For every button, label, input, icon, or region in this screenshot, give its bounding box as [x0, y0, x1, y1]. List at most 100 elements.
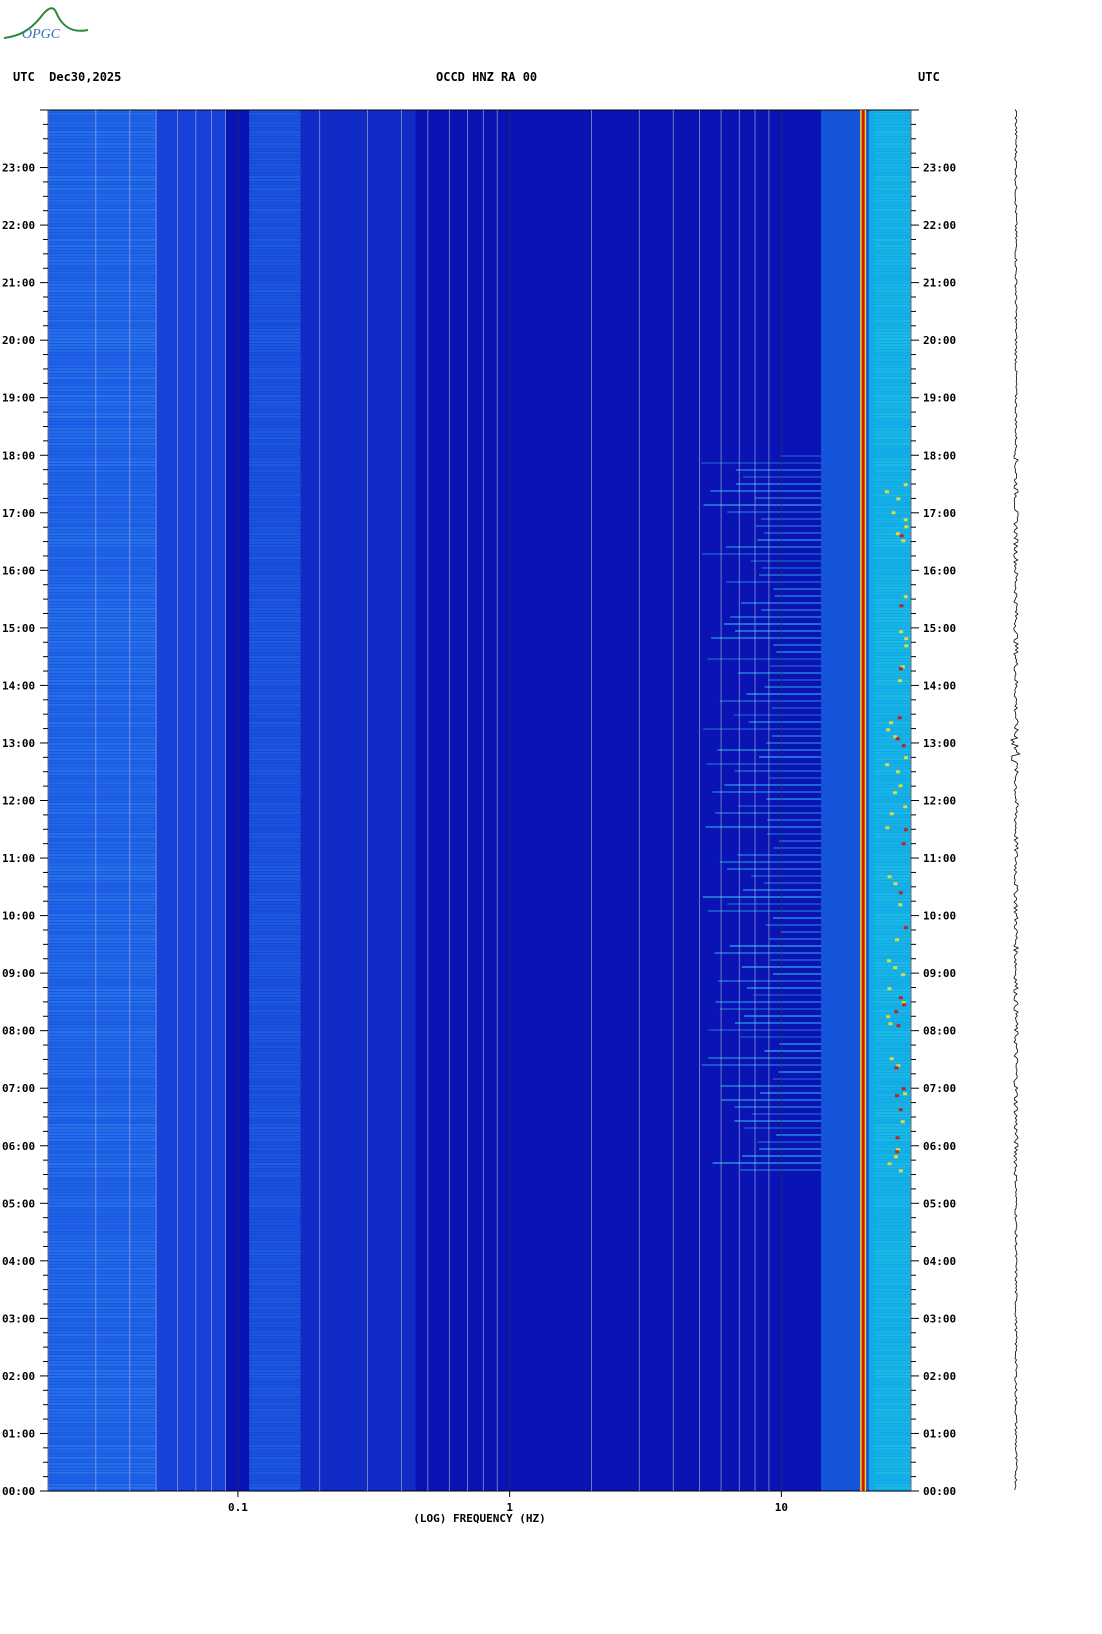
streak-high	[874, 452, 911, 454]
streak-mid	[249, 461, 301, 463]
streak-mid	[249, 941, 301, 943]
streak-low	[48, 677, 157, 679]
streak-low	[48, 137, 157, 139]
streak-low	[48, 518, 157, 520]
streak-mid	[249, 374, 301, 376]
streak-high	[874, 1415, 911, 1417]
streak-mid	[249, 203, 301, 205]
streak-low	[48, 1262, 157, 1264]
streak-mid	[249, 371, 301, 373]
streak-high	[874, 221, 911, 223]
activity-streak	[761, 518, 822, 520]
streak-mid	[249, 1211, 301, 1213]
streak-high	[874, 623, 911, 625]
streak-high	[874, 449, 911, 451]
streak-low	[48, 806, 157, 808]
streak-high	[874, 311, 911, 313]
streak-low	[48, 1025, 157, 1027]
streak-high	[874, 173, 911, 175]
streak-low	[48, 152, 157, 154]
left-tick-label: 08:00	[2, 1025, 35, 1038]
streak-high	[874, 851, 911, 853]
streak-high	[874, 1010, 911, 1012]
streak-mid	[249, 935, 301, 937]
streak-high	[874, 932, 911, 934]
streak-mid	[249, 1244, 301, 1246]
streak-high	[874, 1265, 911, 1267]
streak-mid	[249, 257, 301, 259]
streak-mid	[249, 236, 301, 238]
streak-low	[48, 1133, 157, 1135]
streak-mid	[249, 608, 301, 610]
streak-low	[48, 530, 157, 532]
streak-low	[48, 326, 157, 328]
streak-low	[48, 1109, 157, 1111]
streak-high	[874, 707, 911, 709]
streak-mid	[249, 1217, 301, 1219]
activity-spot	[903, 1092, 908, 1096]
streak-mid	[249, 665, 301, 667]
streak-high	[874, 110, 911, 112]
activity-streak	[766, 833, 822, 835]
streak-high	[874, 746, 911, 748]
streak-high	[874, 485, 911, 487]
activity-spot	[886, 1015, 891, 1019]
streak-high	[874, 1316, 911, 1318]
streak-low	[48, 623, 157, 625]
streak-mid	[249, 755, 301, 757]
streak-mid	[249, 881, 301, 883]
streak-high	[874, 434, 911, 436]
streak-high	[874, 1145, 911, 1147]
streak-mid	[249, 596, 301, 598]
activity-streak	[705, 826, 822, 828]
streak-low	[48, 620, 157, 622]
activity-streak	[761, 609, 822, 611]
streak-high	[874, 683, 911, 685]
streak-mid	[249, 230, 301, 232]
streak-low	[48, 353, 157, 355]
streak-high	[874, 527, 911, 529]
streak-mid	[249, 1106, 301, 1108]
streak-mid	[249, 1031, 301, 1033]
streak-high	[874, 671, 911, 673]
streak-mid	[249, 878, 301, 880]
streak-low	[48, 503, 157, 505]
streak-mid	[249, 197, 301, 199]
streak-mid	[249, 185, 301, 187]
streak-mid	[249, 344, 301, 346]
streak-mid	[249, 200, 301, 202]
streak-high	[874, 506, 911, 508]
streak-low	[48, 197, 157, 199]
streak-low	[48, 704, 157, 706]
activity-spot	[904, 644, 909, 648]
streak-high	[874, 197, 911, 199]
streak-high	[874, 680, 911, 682]
streak-low	[48, 1037, 157, 1039]
streak-high	[874, 1340, 911, 1342]
streak-high	[874, 926, 911, 928]
streak-mid	[249, 764, 301, 766]
streak-high	[874, 1409, 911, 1411]
activity-streak	[780, 455, 822, 457]
streak-mid	[249, 1403, 301, 1405]
streak-mid	[249, 953, 301, 955]
streak-low	[48, 1082, 157, 1084]
streak-mid	[249, 299, 301, 301]
streak-mid	[249, 959, 301, 961]
streak-mid	[249, 674, 301, 676]
streak-low	[48, 1223, 157, 1225]
streak-low	[48, 671, 157, 673]
streak-low	[48, 455, 157, 457]
activity-streak	[779, 840, 822, 842]
streak-mid	[249, 1148, 301, 1150]
streak-mid	[249, 1238, 301, 1240]
streak-high	[874, 842, 911, 844]
streak-mid	[249, 737, 301, 739]
right-tick-label: 21:00	[923, 277, 956, 290]
activity-streak	[720, 1085, 822, 1087]
left-tick-label: 15:00	[2, 622, 35, 635]
streak-mid	[249, 1055, 301, 1057]
streak-low	[48, 227, 157, 229]
streak-high	[874, 212, 911, 214]
streak-mid	[249, 563, 301, 565]
